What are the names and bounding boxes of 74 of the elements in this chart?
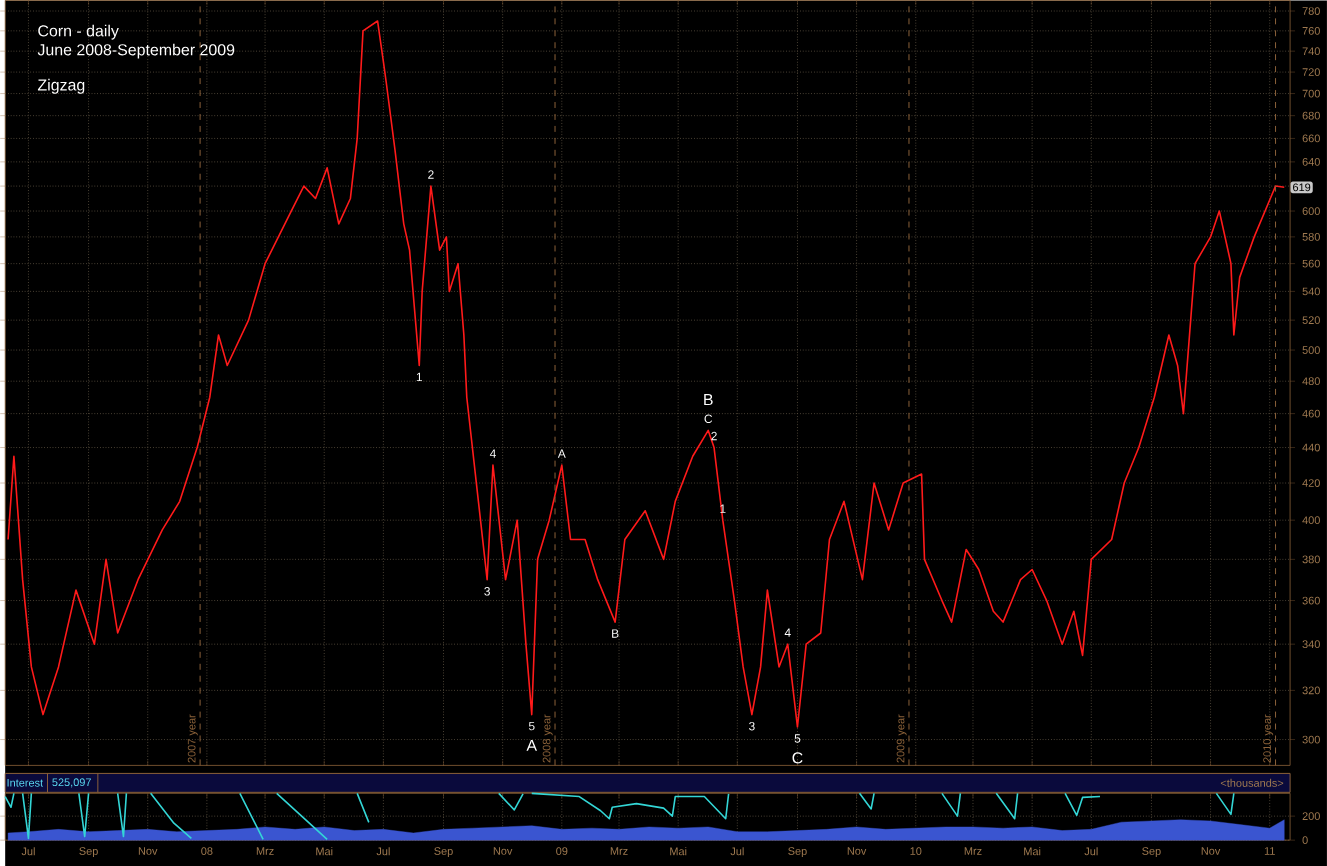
annotation: 2 bbox=[428, 170, 434, 179]
annotation: 5 bbox=[528, 721, 535, 731]
x-tick-label: Jul bbox=[730, 847, 744, 856]
y-tick-label: 580 bbox=[1302, 232, 1320, 241]
annotation: 2 bbox=[711, 431, 717, 441]
x-tick-label: Mai bbox=[670, 847, 687, 856]
x-tick-label: Sep bbox=[434, 847, 453, 858]
chart-title: Interest bbox=[7, 779, 44, 787]
annotation: C bbox=[704, 414, 713, 424]
annotation: Zigzag bbox=[37, 78, 85, 94]
y-tick-label: 320 bbox=[1302, 686, 1320, 695]
y-tick-label: 300 bbox=[1302, 735, 1320, 744]
y-tick-label: 720 bbox=[1302, 68, 1320, 76]
x-tick-label: Nov bbox=[138, 847, 158, 855]
y-tick-label: 660 bbox=[1302, 134, 1320, 143]
y-tick-label: 760 bbox=[1302, 26, 1320, 35]
y-tick-label: 640 bbox=[1302, 157, 1320, 166]
x-tick-label: Mrz bbox=[964, 847, 982, 855]
y-tick-label: 480 bbox=[1302, 377, 1320, 386]
y-tick-label: 380 bbox=[1302, 555, 1320, 564]
x-tick-label: Sep bbox=[788, 847, 807, 858]
x-tick-label: Jul bbox=[1084, 847, 1098, 856]
y-tick-label: 600 bbox=[1302, 207, 1320, 215]
x-tick-label: Mrz bbox=[610, 847, 628, 855]
y-tick-label: 0 bbox=[1302, 836, 1308, 844]
annotation: A bbox=[526, 739, 538, 751]
annotation: 4 bbox=[784, 628, 791, 637]
ref-line-label: 2008 year bbox=[542, 714, 553, 763]
annotation: 619 bbox=[1293, 183, 1311, 192]
y-tick-label: 560 bbox=[1302, 259, 1320, 268]
y-tick-label: 460 bbox=[1302, 409, 1320, 418]
y-tick-label: 520 bbox=[1302, 316, 1320, 324]
y-tick-label: 440 bbox=[1302, 443, 1320, 452]
text: Corn - daily bbox=[38, 24, 119, 40]
text: June 2008-September 2009 bbox=[37, 43, 235, 59]
annotation: C bbox=[792, 752, 803, 764]
annotation: 3 bbox=[484, 587, 490, 596]
x-tick-label: Nov bbox=[1201, 847, 1221, 855]
x-tick-label: Sep bbox=[1142, 847, 1161, 858]
x-tick-label: Nov bbox=[847, 847, 867, 855]
y-tick-label: 540 bbox=[1302, 287, 1320, 296]
annotation: 1 bbox=[416, 372, 422, 382]
x-tick-label: Mrz bbox=[256, 847, 274, 855]
y-tick-label: 400 bbox=[1302, 516, 1320, 525]
y-tick-label: 500 bbox=[1302, 346, 1320, 354]
text: <thousands> bbox=[1220, 778, 1284, 787]
chart-subtitle: 525,097 bbox=[52, 778, 91, 788]
x-tick-label: 08 bbox=[201, 847, 213, 855]
x-tick-label: Jul bbox=[21, 847, 35, 856]
annotation: B bbox=[704, 394, 713, 406]
ref-line-label: 2007 year bbox=[187, 714, 198, 763]
y-tick-label: 340 bbox=[1302, 640, 1320, 649]
x-tick-label: Sep bbox=[79, 847, 98, 858]
annotation: A bbox=[557, 449, 566, 458]
annotation: 4 bbox=[489, 449, 496, 458]
ref-line-label: 2009 year bbox=[896, 714, 907, 763]
annotation: 5 bbox=[794, 734, 801, 743]
y-tick-label: 700 bbox=[1302, 89, 1320, 98]
annotation: 3 bbox=[749, 721, 755, 731]
y-tick-label: 360 bbox=[1302, 596, 1320, 605]
y-tick-label: 680 bbox=[1302, 111, 1320, 120]
x-tick-label: Mai bbox=[316, 847, 333, 856]
x-tick-label: Nov bbox=[493, 847, 513, 855]
annotation: B bbox=[612, 629, 619, 638]
x-tick-label: 10 bbox=[910, 847, 922, 855]
y-tick-label: 780 bbox=[1302, 7, 1320, 15]
x-tick-label: Mai bbox=[1024, 847, 1041, 856]
x-tick-label: 09 bbox=[556, 847, 568, 855]
x-tick-label: 11 bbox=[1264, 847, 1275, 855]
y-tick-label: 200 bbox=[1302, 812, 1320, 820]
y-tick-label: 740 bbox=[1302, 47, 1320, 56]
ref-line-label: 2010 year bbox=[1263, 714, 1274, 763]
x-tick-label: Jul bbox=[376, 847, 390, 856]
y-tick-label: 420 bbox=[1302, 479, 1320, 487]
